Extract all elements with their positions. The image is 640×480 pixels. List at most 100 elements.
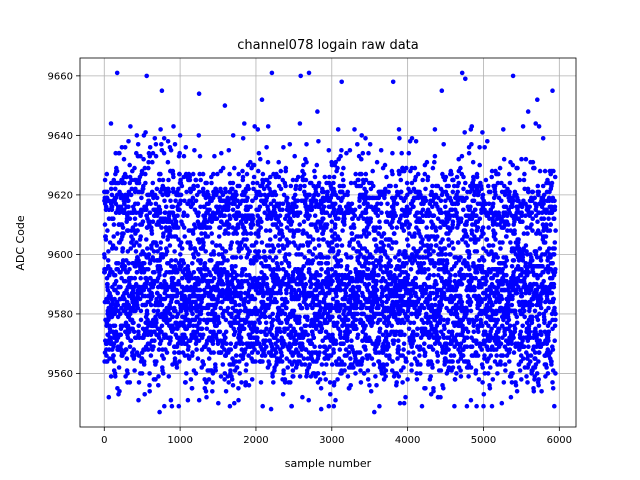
data-point [187,323,193,329]
data-point [302,255,308,260]
data-point [169,258,174,263]
data-point [183,145,189,150]
data-point [260,403,266,409]
data-point [394,329,399,335]
data-point [222,213,227,218]
data-point [232,329,238,335]
data-point [105,299,111,305]
data-point [168,198,173,204]
data-point [341,183,347,189]
data-point [297,121,303,126]
data-point [177,207,182,213]
data-point [320,255,326,260]
data-point [448,252,453,257]
data-point [461,186,466,192]
data-point [321,189,327,195]
data-point [177,150,182,156]
data-point [202,204,207,210]
data-point [279,359,285,364]
data-point [394,380,400,385]
data-point [448,272,453,278]
data-point [374,264,379,269]
data-point [275,338,281,344]
data-point [426,267,431,272]
data-point [131,320,136,326]
data-point [158,127,163,132]
data-point [153,142,159,147]
data-point [220,246,225,251]
data-point [374,287,380,293]
data-point [349,338,354,344]
data-point [290,177,296,183]
data-point [312,344,317,350]
data-point [296,267,301,272]
data-point [172,249,177,254]
data-point [252,347,257,352]
data-point [118,332,124,338]
data-point [153,377,158,382]
data-point [358,380,364,385]
data-point [396,258,402,263]
data-point [374,383,379,388]
data-point [449,240,455,245]
data-point [196,397,202,403]
data-point [453,272,458,278]
data-point [117,389,122,394]
data-point [182,198,187,204]
data-point [409,136,415,141]
data-point [376,338,382,344]
data-point [430,165,436,171]
data-point [440,237,445,242]
data-point [279,320,284,326]
data-point [464,195,469,201]
data-point [157,210,163,215]
data-point [129,177,134,183]
data-point [204,380,209,385]
data-point [234,341,239,347]
data-point [216,234,222,239]
data-point [274,299,279,305]
data-point [254,180,260,186]
data-point [175,299,180,305]
data-point [151,249,157,254]
data-point [238,290,244,296]
data-point [232,201,237,207]
data-point [259,219,264,224]
data-point [421,305,427,311]
data-point [263,258,269,263]
data-point [117,150,122,156]
data-point [471,177,476,183]
data-point [302,275,307,281]
data-point [120,225,126,230]
data-point [207,207,212,213]
data-point [210,389,215,394]
data-point [285,201,291,207]
data-point [458,165,463,171]
data-point [459,281,465,287]
data-point [154,195,160,201]
data-point [237,329,243,335]
data-point [227,171,232,177]
data-point [473,207,478,213]
data-point [201,362,206,367]
data-point [461,207,466,213]
data-point [190,171,196,177]
data-point [373,374,378,379]
data-point [252,320,257,326]
data-point [225,305,231,311]
data-point [381,231,387,236]
data-point [475,353,481,358]
data-point [454,314,460,320]
data-point [303,323,309,329]
data-point [291,231,297,236]
data-point [201,317,207,323]
data-point [287,142,293,147]
data-point [253,359,258,364]
data-point [207,225,213,230]
data-point [147,383,152,388]
data-point [365,368,371,373]
data-point [469,124,475,129]
data-point [435,216,441,221]
data-point [401,228,407,233]
data-point [385,201,390,207]
